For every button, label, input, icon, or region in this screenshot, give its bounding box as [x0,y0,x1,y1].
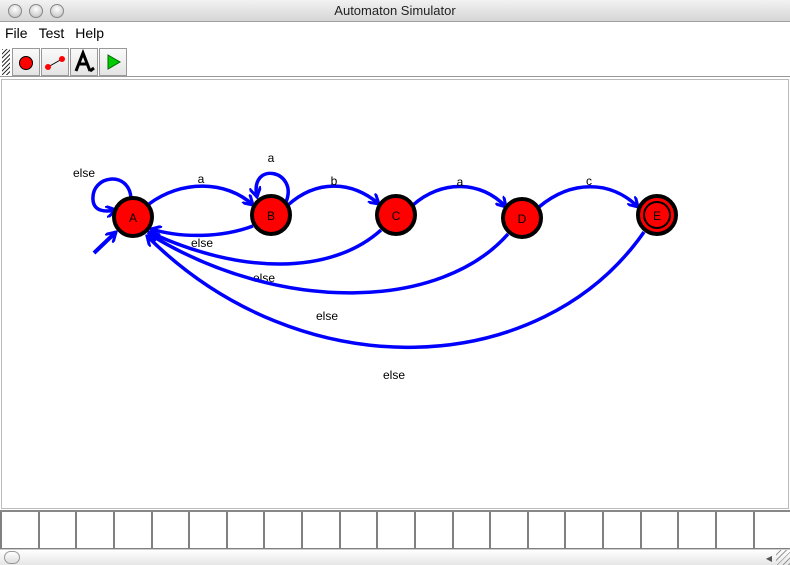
transition-label[interactable]: else [191,236,213,250]
tape-cell[interactable] [639,512,678,550]
transition-E-A[interactable] [147,230,646,349]
state-label: D [518,212,527,226]
transition-A-A[interactable] [91,177,133,211]
tape-cell[interactable] [0,512,38,550]
state-D[interactable] [501,197,543,239]
state-label: A [129,211,137,225]
tape-cell[interactable] [376,512,414,550]
transition-label[interactable]: else [383,368,405,382]
menu-test[interactable]: Test [38,25,65,41]
transition-D-A[interactable] [149,234,510,295]
resize-grip[interactable] [776,550,790,565]
tape-cell[interactable] [75,512,113,550]
tape-cell[interactable] [752,512,790,550]
automaton-canvas[interactable]: else a a b a c else else else else A B C D E [1,79,789,509]
tape-cell[interactable] [150,512,189,550]
tape-cell[interactable] [301,512,339,550]
run-icon [107,54,121,70]
close-button[interactable] [8,4,22,18]
state-label: E [653,209,661,223]
transition-B-C[interactable] [286,184,379,207]
tape-cell[interactable] [714,512,753,550]
tape-cell[interactable] [451,512,490,550]
state-tool-button[interactable] [12,48,40,76]
title-bar: Automaton Simulator [0,0,790,22]
label-tool-button[interactable] [70,48,98,76]
tape-cell[interactable] [112,512,151,550]
transition-label[interactable]: a [457,175,464,189]
transition-B-A[interactable] [151,224,254,235]
input-tape [0,510,790,550]
tape-cell[interactable] [564,512,602,550]
state-label: C [392,209,401,223]
menu-file[interactable]: File [5,25,28,41]
transition-label[interactable]: a [198,172,205,186]
tape-cell[interactable] [37,512,76,550]
transition-label[interactable]: b [331,174,338,188]
zoom-button[interactable] [50,4,64,18]
tape-cell[interactable] [602,512,640,550]
tape-cell[interactable] [225,512,264,550]
tape-cell[interactable] [188,512,226,550]
state-C[interactable] [375,194,417,236]
toolbar-grip[interactable] [2,49,10,75]
state-label: B [267,209,275,223]
run-button[interactable] [99,48,127,76]
scroll-left-arrow-icon[interactable]: ◀ [765,554,772,563]
initial-arrow [92,232,116,255]
tape-cell[interactable] [338,512,377,550]
window-title: Automaton Simulator [334,3,456,18]
transition-label[interactable]: else [73,166,95,180]
horizontal-scrollbar[interactable]: ◀ [0,549,790,565]
transition-tool-icon [45,56,65,70]
tape-cell[interactable] [677,512,715,550]
transition-A-B[interactable] [147,184,253,205]
tape-cell[interactable] [413,512,452,550]
transition-label[interactable]: a [268,151,275,165]
menu-help[interactable]: Help [75,25,105,41]
state-B[interactable] [250,194,292,236]
toolbar [0,45,790,77]
tape-cell[interactable] [526,512,565,550]
label-tool-icon [74,48,95,73]
transition-tool-button[interactable] [41,48,69,76]
minimize-button[interactable] [29,4,43,18]
scroll-thumb[interactable] [4,551,20,564]
transition-C-D[interactable] [411,184,506,207]
transition-D-E[interactable] [537,185,638,207]
accepting-ring [643,201,671,229]
transition-label[interactable]: else [316,309,338,323]
transition-label[interactable]: c [586,174,592,188]
tape-cell[interactable] [489,512,527,550]
transition-C-A[interactable] [149,228,383,266]
menu-bar: File Test Help [0,22,790,44]
tape-cell[interactable] [263,512,301,550]
state-tool-icon [19,56,33,70]
transition-B-B[interactable] [256,171,290,203]
state-A[interactable] [112,196,154,238]
